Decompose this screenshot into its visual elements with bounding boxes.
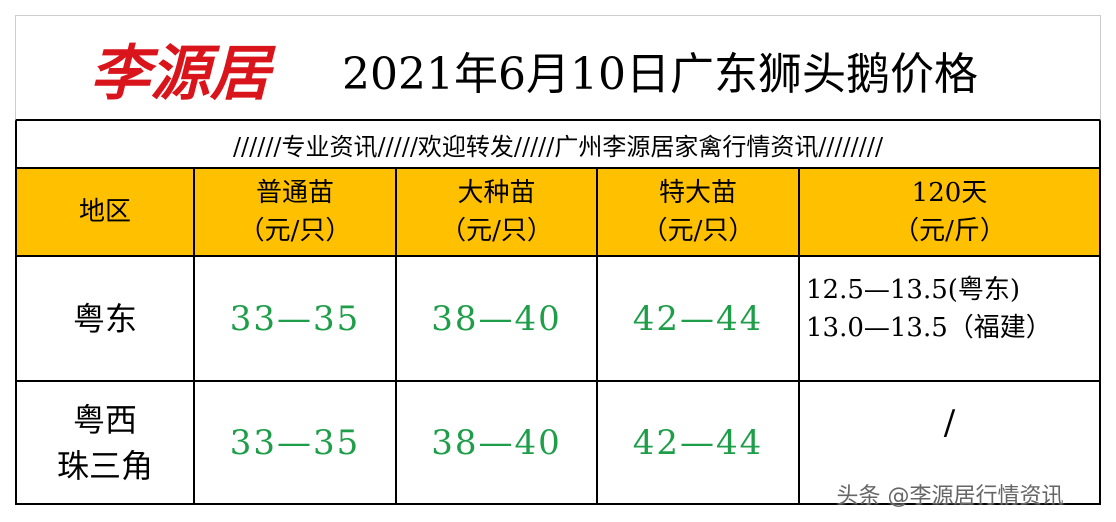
header-cell: 大种苗 （元/只） [397,169,598,257]
cell-text: 粤东 [72,299,137,338]
header-cell: 120天 （元/斤） [800,169,1101,257]
price-cell: 12.5—13.5(粤东) 13.0—13.5（福建） [800,257,1101,382]
header-text: 大种苗 [457,178,536,208]
cell-text: 33—35 [229,298,361,339]
region-cell: 粤东 [15,257,195,382]
cell-text: 42—44 [632,422,764,463]
cell-text: 38—40 [431,298,562,339]
header-text: （元/斤） [893,216,1006,246]
cell-text: 珠三角 [56,446,153,485]
header-cell: 普通苗 （元/只） [195,169,397,257]
cell-text: 42—44 [632,298,764,339]
header-text: （元/只） [238,216,352,246]
price-cell: 38—40 [397,257,598,382]
cell-text: 12.5—13.5(粤东) [806,274,1021,305]
header-text: （元/只） [440,216,553,246]
price-cell: 38—40 [397,382,598,505]
header-cell: 地区 [15,169,195,257]
region-cell: 粤西 珠三角 [15,382,195,505]
price-cell: 33—35 [195,382,397,505]
price-cell: / [800,382,1101,505]
header-text: 普通苗 [255,178,334,208]
title-row [15,15,1101,121]
cell-text: 13.0—13.5（福建） [806,312,1052,343]
brand: 李源居 [90,38,270,109]
cell-text: 粤西 [72,400,137,439]
header-text: 特大苗 [658,178,737,208]
header-cell: 特大苗 （元/只） [598,169,800,257]
watermark: 头条 @李源居行情资讯 [836,484,1064,509]
price-cell: 42—44 [598,382,800,505]
header-text: （元/只） [641,216,755,246]
header-text: 120天 [911,178,988,208]
banner: //////专业资讯/////欢迎转发/////广州李源居家禽行情资讯/////… [15,121,1101,169]
cell-text: / [943,402,956,443]
price-cell: 42—44 [598,257,800,382]
header-text: 地区 [78,197,131,227]
title: 2021年6月10日广东狮头鹅价格 [342,49,978,100]
price-cell: 33—35 [195,257,397,382]
cell-text: 38—40 [431,422,562,463]
cell-text: 33—35 [229,422,361,463]
